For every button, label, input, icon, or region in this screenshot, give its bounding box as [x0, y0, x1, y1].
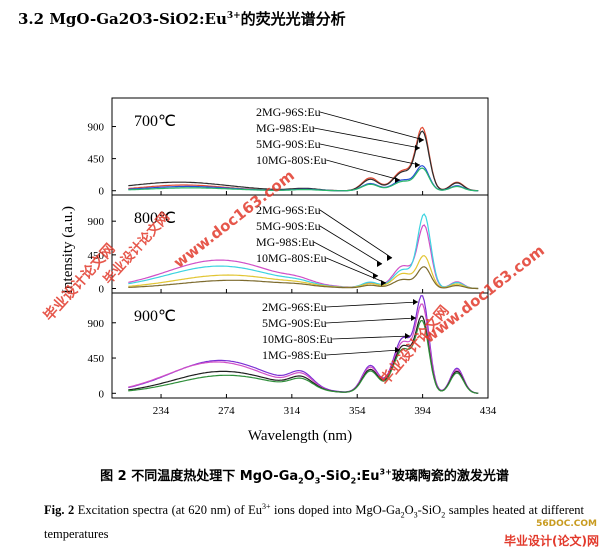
y-tick-label: 900: [88, 318, 105, 330]
section-heading-tail: 的荧光光谱分析: [240, 10, 346, 28]
series-line-2mg-96s-eu: [128, 224, 479, 290]
caption-en-part: -SiO: [417, 503, 442, 518]
legend-arrow: [326, 257, 387, 284]
y-tick-label: 900: [88, 216, 105, 228]
caption-cn-tail: 玻璃陶瓷的激发光谱: [391, 469, 509, 484]
caption-en-sub: 2: [441, 510, 446, 520]
y-tick-label: 0: [99, 284, 105, 296]
caption-cn-part: -SiO: [320, 469, 351, 484]
legend-label: 10MG-80S:Eu: [256, 153, 327, 167]
legend-arrowhead: [411, 315, 416, 321]
legend-label: 2MG-96S:Eu: [262, 300, 327, 314]
section-heading-text: 3.2 MgO-Ga2O3-SiO2:Eu: [18, 10, 227, 28]
legend-label: 10MG-80S:Eu: [262, 332, 333, 346]
y-tick-label: 450: [88, 353, 105, 365]
caption-en-part: ions doped into MgO-Ga: [270, 503, 401, 518]
legend-arrow: [313, 127, 421, 149]
legend-arrowhead: [395, 177, 400, 183]
series-line-mg-98s-eu: [128, 130, 479, 192]
legend-arrowhead: [405, 333, 410, 339]
legend-arrowhead: [413, 299, 418, 305]
legend-arrowhead: [415, 162, 420, 168]
y-tick-label: 0: [99, 186, 105, 198]
caption-en-part: Excitation spectra (at 620 nm) of Eu: [74, 503, 263, 518]
caption-cn-sub: 3: [314, 476, 321, 486]
y-tick-label: 450: [88, 250, 105, 262]
legend-label: 2MG-96S:Eu: [256, 203, 321, 217]
legend-arrow: [332, 335, 411, 340]
x-axis-label: Wavelength (nm): [248, 428, 352, 444]
x-tick-label: 354: [349, 405, 366, 417]
series-line-mg-98s-eu: [128, 254, 479, 290]
caption-en-part: O: [404, 503, 414, 518]
caption-cn-part: O: [303, 469, 315, 484]
section-heading-sup: 3+: [226, 11, 241, 21]
legend-arrowhead: [381, 280, 386, 286]
panel-temperature-label: 700℃: [134, 113, 176, 130]
legend-arrowhead: [387, 255, 392, 261]
legend-label: 5MG-90S:Eu: [256, 219, 321, 233]
caption-en-sup: 3+: [262, 502, 271, 511]
legend-label: 5MG-90S:Eu: [262, 316, 327, 330]
site-logo: 56DOC.COM: [536, 519, 597, 529]
legend-arrowhead: [415, 145, 420, 151]
legend-arrowhead: [419, 137, 424, 143]
y-axis-label: Intensity (a.u.): [60, 206, 76, 294]
legend-arrow: [319, 111, 425, 141]
legend-label: 1MG-98S:Eu: [262, 348, 327, 362]
plot-frame: [111, 292, 489, 399]
legend-arrow: [313, 241, 379, 277]
panel-temperature-label: 900℃: [134, 308, 176, 325]
series-line-5mg-90s-eu: [128, 165, 479, 192]
excitation-spectra-figure: 0 450 900 700℃ 2MG-96S:Eu MG-98S:Eu 5MG-90S:Eu…: [60, 97, 497, 444]
legend-arrowhead: [373, 273, 378, 279]
caption-en-part: samples heated at different temperatures: [44, 503, 584, 541]
figure-caption-cn: 图 2 不同温度热处理下 MgO-Ga2O3-SiO2:Eu3+玻璃陶瓷的激发光…: [0, 465, 609, 486]
y-tick-label: 0: [99, 388, 105, 400]
x-tick-label: 434: [480, 405, 497, 417]
caption-cn-sub: 2: [350, 476, 357, 486]
legend-arrow: [319, 225, 383, 265]
legend-label: 2MG-96S:Eu: [256, 105, 321, 119]
legend-label: 10MG-80S:Eu: [256, 251, 327, 265]
legend-arrow: [325, 317, 417, 324]
legend-arrowhead: [377, 261, 382, 267]
legend-arrow: [325, 301, 419, 308]
x-tick-label: 234: [153, 405, 170, 417]
caption-cn-prefix: 图 2 不同温度热处理下 MgO-Ga: [100, 469, 299, 484]
caption-cn-sub: 2: [298, 476, 304, 486]
caption-en-sub: 3: [413, 510, 418, 520]
caption-en-label: Fig. 2: [44, 503, 75, 518]
series-line-10mg-80s-eu: [128, 315, 479, 394]
site-mark: 毕业设计(论文)网: [504, 534, 599, 548]
section-heading: 3.2 MgO-Ga2O3-SiO2:Eu3+的荧光光谱分析: [18, 8, 346, 29]
series-line-5mg-90s-eu: [128, 303, 479, 394]
caption-cn-part: :Eu: [356, 469, 380, 484]
legend-arrow: [319, 209, 393, 259]
y-tick-label: 900: [88, 122, 105, 134]
x-tick-label: 274: [218, 405, 235, 417]
legend-label: MG-98S:Eu: [256, 235, 315, 249]
series-line-1mg-98s-eu: [128, 319, 479, 394]
legend-arrow: [325, 349, 401, 356]
figure-caption-en: Fig. 2 Excitation spectra (at 620 nm) of…: [44, 499, 584, 547]
legend-arrow: [326, 159, 401, 181]
x-tick-label: 394: [414, 405, 431, 417]
x-tick-label: 314: [284, 405, 301, 417]
caption-en-sub: 2: [400, 510, 405, 520]
legend-label: 5MG-90S:Eu: [256, 137, 321, 151]
panel-temperature-label: 800℃: [134, 210, 176, 227]
series-line-10mg-80s-eu: [128, 167, 479, 192]
legend-arrow: [319, 143, 421, 166]
legend-arrowhead: [395, 347, 400, 353]
y-tick-label: 450: [88, 154, 105, 166]
caption-cn-sup: 3+: [379, 467, 392, 477]
series-line-5mg-90s-eu: [128, 213, 479, 290]
series-line-10mg-80s-eu: [128, 266, 479, 290]
legend-label: MG-98S:Eu: [256, 121, 315, 135]
